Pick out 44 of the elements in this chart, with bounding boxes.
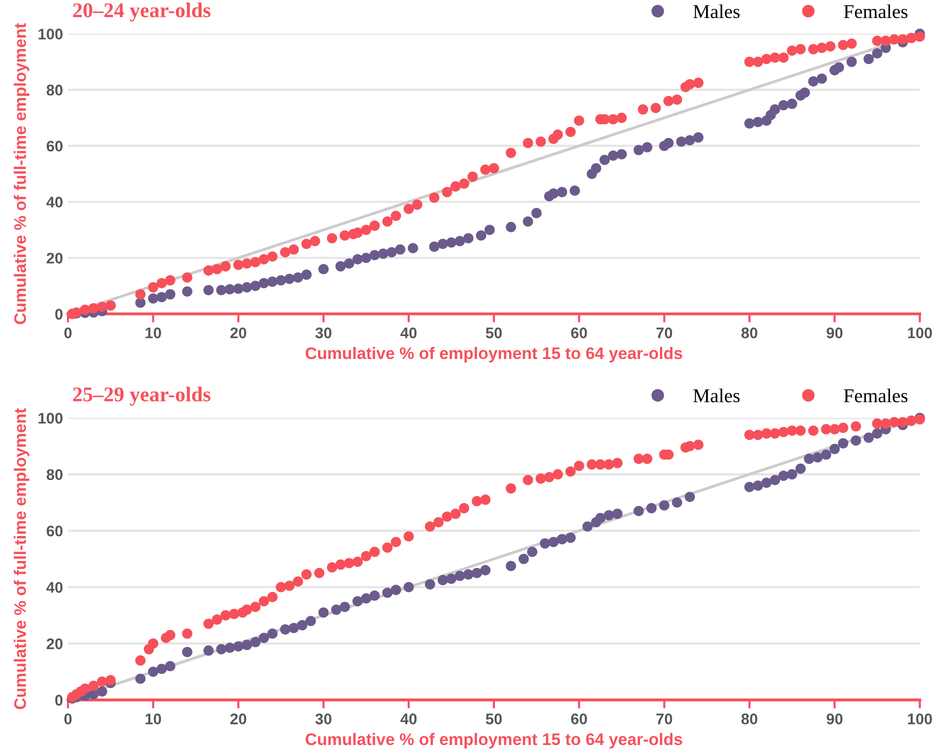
y-tick-label: 0 bbox=[55, 308, 63, 320]
x-tick-label: 20 bbox=[230, 714, 246, 724]
x-tick-label: 70 bbox=[656, 714, 672, 724]
x-tick-label: 40 bbox=[400, 328, 417, 338]
y-axis-title: Cumulative % of full-time employment bbox=[14, 23, 30, 324]
x-tick-label: 90 bbox=[826, 714, 842, 724]
y-tick-label: 20 bbox=[46, 252, 63, 264]
y-tick-label: 80 bbox=[46, 84, 63, 96]
chart-title: 25–29 year-olds bbox=[73, 386, 210, 406]
x-tick-label: 20 bbox=[230, 328, 246, 338]
legend-label: Males bbox=[693, 4, 740, 18]
y-tick-label: 40 bbox=[46, 582, 63, 593]
y-tick-label: 60 bbox=[46, 526, 63, 536]
x-tick-label: 10 bbox=[146, 714, 162, 724]
y-tick-label: 100 bbox=[38, 412, 63, 424]
x-tick-label: 30 bbox=[315, 714, 332, 724]
x-tick-label: 60 bbox=[571, 328, 587, 338]
x-tick-label: 10 bbox=[146, 328, 162, 338]
x-tick-label: 50 bbox=[486, 714, 502, 724]
y-tick-label: 40 bbox=[46, 196, 63, 208]
x-axis-title: Cumulative % of employment 15 to 64 year-olds bbox=[306, 346, 682, 362]
x-tick-label: 50 bbox=[486, 328, 502, 338]
x-tick-label: 40 bbox=[400, 714, 417, 724]
legend-label: Females bbox=[844, 4, 908, 18]
y-tick-label: 20 bbox=[46, 638, 63, 650]
y-axis-title: Cumulative % of full-time employment bbox=[14, 408, 30, 710]
chart-title: 20–24 year-olds bbox=[73, 2, 210, 22]
x-tick-label: 80 bbox=[741, 328, 758, 338]
y-tick-label: 80 bbox=[46, 469, 63, 480]
x-tick-label: 0 bbox=[64, 714, 72, 724]
x-tick-label: 70 bbox=[656, 328, 672, 338]
y-tick-label: 60 bbox=[46, 140, 63, 152]
x-tick-label: 100 bbox=[908, 714, 932, 724]
x-axis-title: Cumulative % of employment 15 to 64 year-olds bbox=[306, 732, 682, 748]
y-tick-label: 0 bbox=[55, 694, 63, 706]
x-tick-label: 0 bbox=[64, 328, 72, 338]
y-tick-label: 100 bbox=[38, 28, 63, 40]
x-tick-label: 80 bbox=[741, 714, 758, 724]
x-tick-label: 30 bbox=[315, 328, 332, 338]
x-tick-label: 60 bbox=[571, 714, 587, 724]
legend-label: Females bbox=[844, 388, 908, 402]
legend-label: Males bbox=[693, 388, 740, 402]
x-tick-label: 90 bbox=[826, 328, 842, 338]
x-tick-label: 100 bbox=[908, 328, 932, 338]
